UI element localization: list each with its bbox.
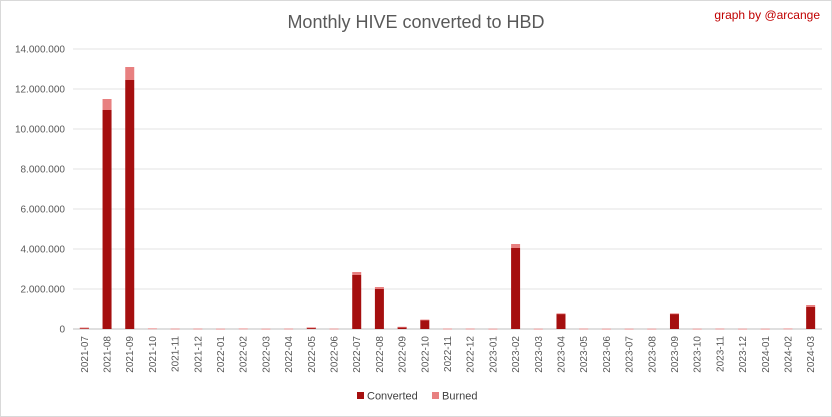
bar-burned-2023-07	[624, 328, 634, 330]
y-tick-label: 12.000.000	[15, 85, 65, 96]
x-tick-label: 2023-12	[738, 336, 749, 373]
bar-burned-2023-04	[556, 313, 566, 315]
x-tick-label: 2021-12	[193, 336, 204, 373]
y-tick-label: 8.000.000	[21, 165, 66, 176]
bar-converted-2022-10	[420, 320, 430, 329]
bar-burned-2021-11	[170, 328, 180, 330]
bar-burned-2022-08	[374, 287, 384, 289]
x-tick-label: 2022-10	[420, 336, 431, 373]
bar-burned-2023-01	[488, 328, 498, 330]
chart-title: Monthly HIVE converted to HBD	[287, 12, 545, 32]
bar-burned-2021-08	[102, 99, 112, 110]
bar-converted-2022-05	[306, 327, 316, 329]
x-tick-label: 2022-04	[284, 336, 295, 373]
legend-label-converted: Converted	[367, 391, 418, 403]
x-tick-label: 2021-07	[80, 336, 91, 373]
bar-converted-2023-09	[669, 314, 679, 329]
x-tick-label: 2023-09	[670, 336, 681, 373]
bar-burned-2022-01	[216, 328, 226, 330]
bar-burned-2021-09	[125, 67, 135, 80]
x-tick-label: 2023-03	[534, 336, 545, 373]
bar-burned-2022-07	[352, 272, 362, 275]
x-tick-label: 2022-09	[398, 336, 409, 373]
bar-converted-2021-08	[102, 110, 112, 329]
x-tick-label: 2022-11	[443, 336, 454, 372]
y-tick-label: 2.000.000	[21, 285, 66, 296]
x-tick-label: 2023-04	[556, 336, 567, 373]
bar-burned-2023-03	[533, 328, 543, 330]
legend-swatch-burned	[432, 392, 439, 399]
x-tick-label: 2022-03	[261, 336, 272, 373]
x-tick-label: 2022-08	[375, 336, 386, 373]
bar-burned-2022-09	[397, 326, 407, 328]
bar-burned-2024-02	[783, 328, 793, 330]
x-tick-label: 2022-07	[352, 336, 363, 373]
x-tick-label: 2023-10	[693, 336, 704, 373]
x-tick-label: 2022-02	[239, 336, 250, 373]
bar-burned-2023-06	[601, 328, 611, 330]
bar-burned-2022-12	[465, 328, 475, 330]
x-tick-label: 2022-05	[307, 336, 318, 373]
y-tick-label: 4.000.000	[21, 245, 66, 256]
y-tick-label: 6.000.000	[21, 205, 66, 216]
bar-burned-2022-03	[261, 328, 271, 330]
bar-burned-2022-04	[284, 328, 294, 330]
x-tick-label: 2024-03	[806, 336, 817, 373]
y-tick-label: 0	[59, 325, 65, 336]
x-tick-label: 2023-11	[715, 336, 726, 372]
bar-burned-2023-09	[669, 313, 679, 315]
bar-burned-2021-12	[193, 328, 203, 330]
bar-converted-2021-09	[125, 80, 135, 329]
x-tick-label: 2024-01	[761, 336, 772, 373]
x-tick-label: 2023-01	[488, 336, 499, 373]
x-tick-label: 2021-08	[103, 336, 114, 373]
bar-burned-2024-01	[760, 328, 770, 330]
bar-burned-2023-11	[715, 328, 725, 330]
x-tick-label: 2023-06	[602, 336, 613, 373]
bar-burned-2022-06	[329, 328, 339, 330]
bar-converted-2023-04	[556, 314, 566, 329]
bar-burned-2023-12	[738, 328, 748, 330]
bar-converted-2022-08	[374, 289, 384, 329]
bar-burned-2021-07	[79, 327, 89, 329]
bar-converted-2022-07	[352, 275, 362, 329]
bar-burned-2021-10	[147, 328, 157, 330]
x-tick-label: 2023-05	[579, 336, 590, 373]
bar-burned-2022-11	[443, 328, 452, 330]
bar-converted-2024-03	[806, 307, 816, 329]
bar-burned-2024-03	[806, 305, 816, 307]
bar-converted-2022-09	[397, 327, 407, 329]
credit-label: graph by @arcange	[714, 8, 820, 22]
bar-converted-2023-02	[511, 248, 521, 329]
x-tick-label: 2021-09	[125, 336, 136, 373]
x-tick-label: 2022-01	[216, 336, 227, 373]
x-tick-label: 2023-02	[511, 336, 522, 373]
x-tick-label: 2022-12	[466, 336, 477, 373]
bar-burned-2023-08	[647, 328, 657, 330]
bar-burned-2023-02	[511, 244, 521, 248]
legend-label-burned: Burned	[442, 391, 477, 403]
x-tick-label: 2022-06	[330, 336, 341, 373]
bar-burned-2022-02	[238, 328, 248, 330]
y-tick-label: 10.000.000	[15, 125, 65, 136]
x-tick-label: 2023-07	[625, 336, 636, 373]
x-tick-label: 2023-08	[647, 336, 658, 373]
bar-burned-2022-10	[420, 319, 430, 321]
x-tick-label: 2024-02	[783, 336, 794, 373]
x-tick-label: 2021-11	[171, 336, 182, 372]
bar-burned-2023-10	[692, 328, 702, 330]
x-tick-label: 2021-10	[148, 336, 159, 373]
legend-swatch-converted	[357, 392, 364, 399]
bar-burned-2022-05	[306, 327, 316, 329]
y-tick-label: 14.000.000	[15, 45, 65, 56]
bar-burned-2023-05	[579, 328, 589, 330]
